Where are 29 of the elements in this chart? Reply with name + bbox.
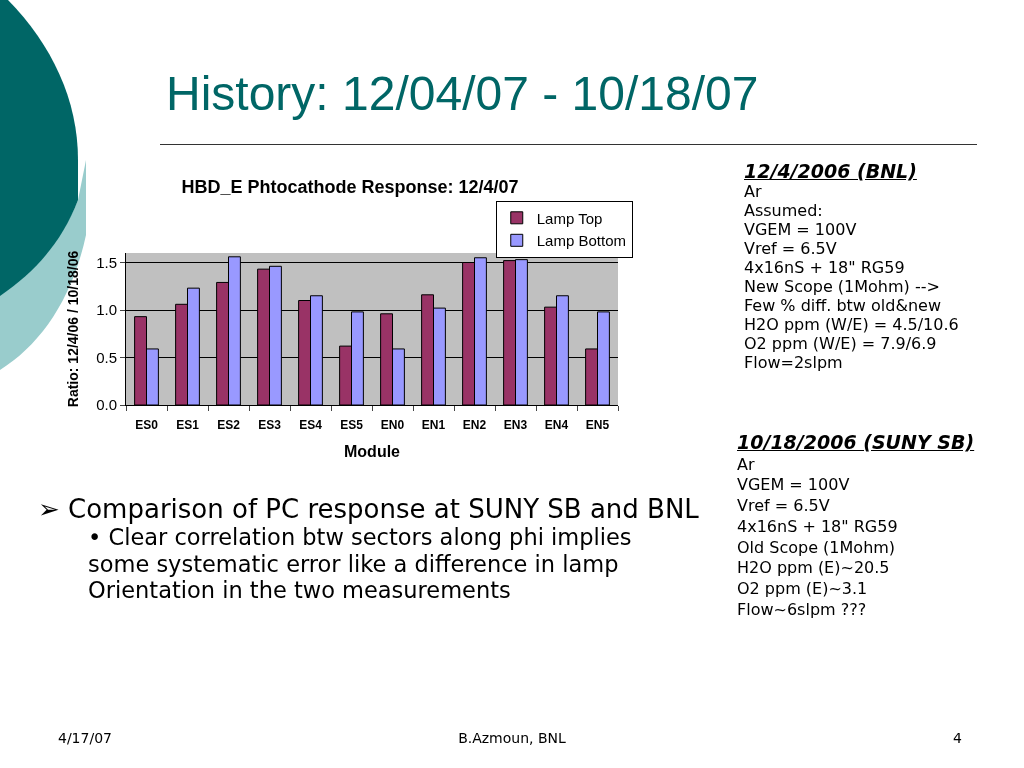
x-tick-label: EN0 <box>380 418 405 433</box>
x-tick-label: ES5 <box>340 418 364 433</box>
x-tick-label: EN5 <box>585 418 610 433</box>
text: B.Azmoun, BNL <box>458 730 566 746</box>
x-tick-label: ES3 <box>258 418 282 433</box>
chart-subtitle: HBD_E Phtocathode Response: 12/4/07 <box>181 177 519 197</box>
x-tick-label: EN3 <box>503 418 528 433</box>
y-tick-label: 0.0 <box>96 396 117 414</box>
text: 12/4/2006 (BNL) Ar Assumed: VGEM = 100V Vref = 6.5V 4x16nS + 18" RG59 New Scope (1Mohm) --> Few % diff. btw old&new H2O ppm (W/E) = 4.5/10.6 O2 ppm (W/E) = 7.9/6.9 Flow=2slpm <box>744 160 959 372</box>
x-tick-label: EN2 <box>462 418 487 433</box>
y-tick-label: 0.5 <box>96 348 117 366</box>
y-axis-title: Ratio: 12/4/06 / 10/18/06 <box>64 250 81 408</box>
legend-label: Lamp Top <box>536 209 603 227</box>
y-tick-label: 1.5 <box>96 253 117 271</box>
chart-title: History: 12/04/07 - 10/18/07 <box>166 66 759 121</box>
text: 10/18/2006 (SUNY SB) Ar VGEM = 100V Vref = 6.5V 4x16nS + 18" RG59 Old Scope (1Mohm) H2O ppm (E)~20.5 O2 ppm (E)~3.1 Flow~6slpm ??? <box>737 431 975 619</box>
text: 4 <box>953 730 962 746</box>
x-tick-label: ES0 <box>135 418 159 433</box>
x-tick-label: ES4 <box>299 418 323 433</box>
text: • Clear correlation btw sectors along phi implies some systematic error like a difference in lamp Orientation in the two measurements <box>88 524 633 604</box>
x-tick-label: EN4 <box>544 418 569 433</box>
y-tick-label: 1.0 <box>96 301 117 319</box>
x-tick-label: ES2 <box>217 418 241 433</box>
legend-label: Lamp Bottom <box>536 232 626 250</box>
x-tick-label: ES1 <box>176 418 200 433</box>
x-axis-title: Module <box>344 443 401 461</box>
text: 4/17/07 <box>58 730 112 746</box>
text: ➢ Comparison of PC response at SUNY SB and BNL <box>38 494 699 524</box>
x-tick-label: EN1 <box>421 418 446 433</box>
